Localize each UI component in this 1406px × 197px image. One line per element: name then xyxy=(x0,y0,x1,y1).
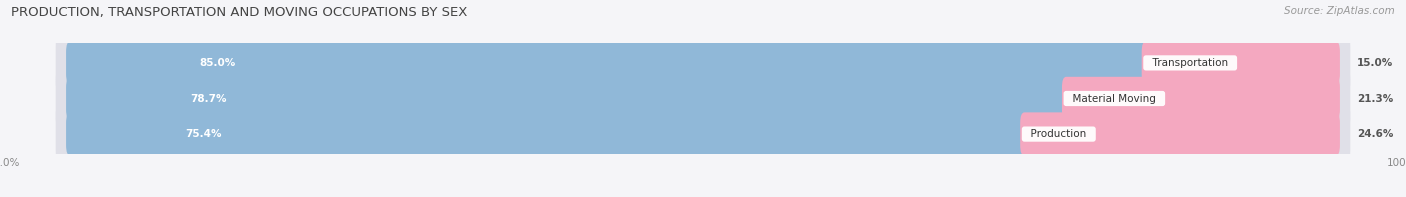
Text: Source: ZipAtlas.com: Source: ZipAtlas.com xyxy=(1284,6,1395,16)
Text: Material Moving: Material Moving xyxy=(1066,94,1163,103)
Text: 24.6%: 24.6% xyxy=(1357,129,1393,139)
Text: Transportation: Transportation xyxy=(1146,58,1234,68)
FancyBboxPatch shape xyxy=(1062,77,1340,120)
FancyBboxPatch shape xyxy=(66,41,1150,85)
Text: 85.0%: 85.0% xyxy=(200,58,236,68)
Text: Production: Production xyxy=(1025,129,1092,139)
FancyBboxPatch shape xyxy=(66,112,1029,156)
Text: 15.0%: 15.0% xyxy=(1357,58,1393,68)
Text: 21.3%: 21.3% xyxy=(1357,94,1393,103)
Text: 78.7%: 78.7% xyxy=(190,94,226,103)
FancyBboxPatch shape xyxy=(56,55,1350,142)
Text: 75.4%: 75.4% xyxy=(184,129,221,139)
FancyBboxPatch shape xyxy=(1021,112,1340,156)
FancyBboxPatch shape xyxy=(66,77,1070,120)
FancyBboxPatch shape xyxy=(56,19,1350,107)
Text: PRODUCTION, TRANSPORTATION AND MOVING OCCUPATIONS BY SEX: PRODUCTION, TRANSPORTATION AND MOVING OC… xyxy=(11,6,468,19)
FancyBboxPatch shape xyxy=(56,90,1350,178)
FancyBboxPatch shape xyxy=(1142,41,1340,85)
